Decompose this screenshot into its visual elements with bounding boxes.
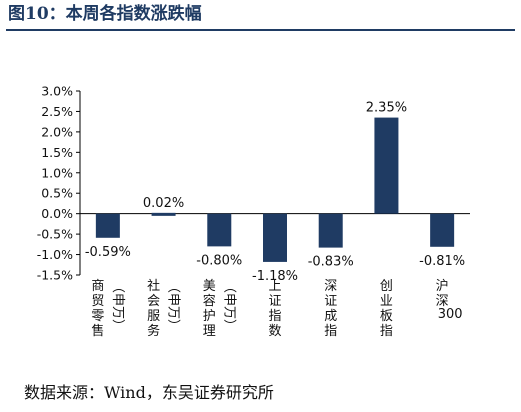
y-tick-label: 1.5% bbox=[41, 145, 73, 160]
bar bbox=[151, 212, 176, 216]
x-tick-label: 商贸零售 bbox=[91, 279, 104, 339]
data-label: -1.18% bbox=[252, 269, 298, 284]
x-tick-label-suffix: （申万） bbox=[166, 280, 181, 332]
bar bbox=[430, 213, 455, 247]
data-label: 0.02% bbox=[143, 196, 184, 211]
y-tick-label: -0.5% bbox=[37, 227, 73, 242]
x-tick-label: 美容护理 bbox=[203, 279, 216, 339]
figure-title: 图10：本周各指数涨跌幅 bbox=[8, 4, 202, 24]
title-underline bbox=[6, 29, 515, 31]
x-tick-label: 沪深 300 bbox=[436, 278, 463, 322]
y-tick-label: 2.0% bbox=[41, 124, 73, 139]
y-tick-label: -1.5% bbox=[37, 268, 73, 283]
chart-container: 3.0% 2.5% 2.0% 1.5% 1.0% 0.5% 0.0% -0.5% -1.0% -1… bbox=[0, 32, 521, 372]
y-tick-label: -1.0% bbox=[37, 247, 73, 262]
y-tick-label: 1.0% bbox=[41, 165, 73, 180]
y-tick-label: 0.0% bbox=[41, 206, 73, 221]
x-tick-label-suffix: （申万） bbox=[110, 280, 125, 332]
x-tick-label: 深证成指 bbox=[324, 279, 337, 339]
bar bbox=[374, 117, 399, 214]
y-tick-label: 0.5% bbox=[41, 186, 73, 201]
bar-chart: 3.0% 2.5% 2.0% 1.5% 1.0% 0.5% 0.0% -0.5% -1.0% -1… bbox=[37, 84, 470, 339]
bar bbox=[95, 213, 120, 238]
bar bbox=[207, 213, 232, 247]
x-tick-label: 创业板指 bbox=[380, 279, 393, 339]
data-label: -0.83% bbox=[308, 255, 354, 270]
x-tick-label: 社会服务 bbox=[147, 278, 160, 339]
data-label: -0.80% bbox=[196, 253, 242, 268]
bar bbox=[318, 213, 343, 248]
data-label: -0.59% bbox=[85, 245, 131, 260]
bar bbox=[263, 213, 287, 262]
data-label: 2.35% bbox=[366, 101, 407, 116]
x-tick-label: 上证指数 bbox=[268, 279, 281, 339]
x-tick-label-suffix: （申万） bbox=[221, 280, 236, 332]
data-source-note: 数据来源：Wind，东吴证券研究所 bbox=[24, 383, 274, 402]
figure-title-row: 图10：本周各指数涨跌幅 bbox=[6, 0, 515, 31]
data-label: -0.81% bbox=[419, 254, 465, 269]
y-tick-label: 2.5% bbox=[41, 104, 73, 119]
y-tick-label: 3.0% bbox=[41, 84, 73, 99]
